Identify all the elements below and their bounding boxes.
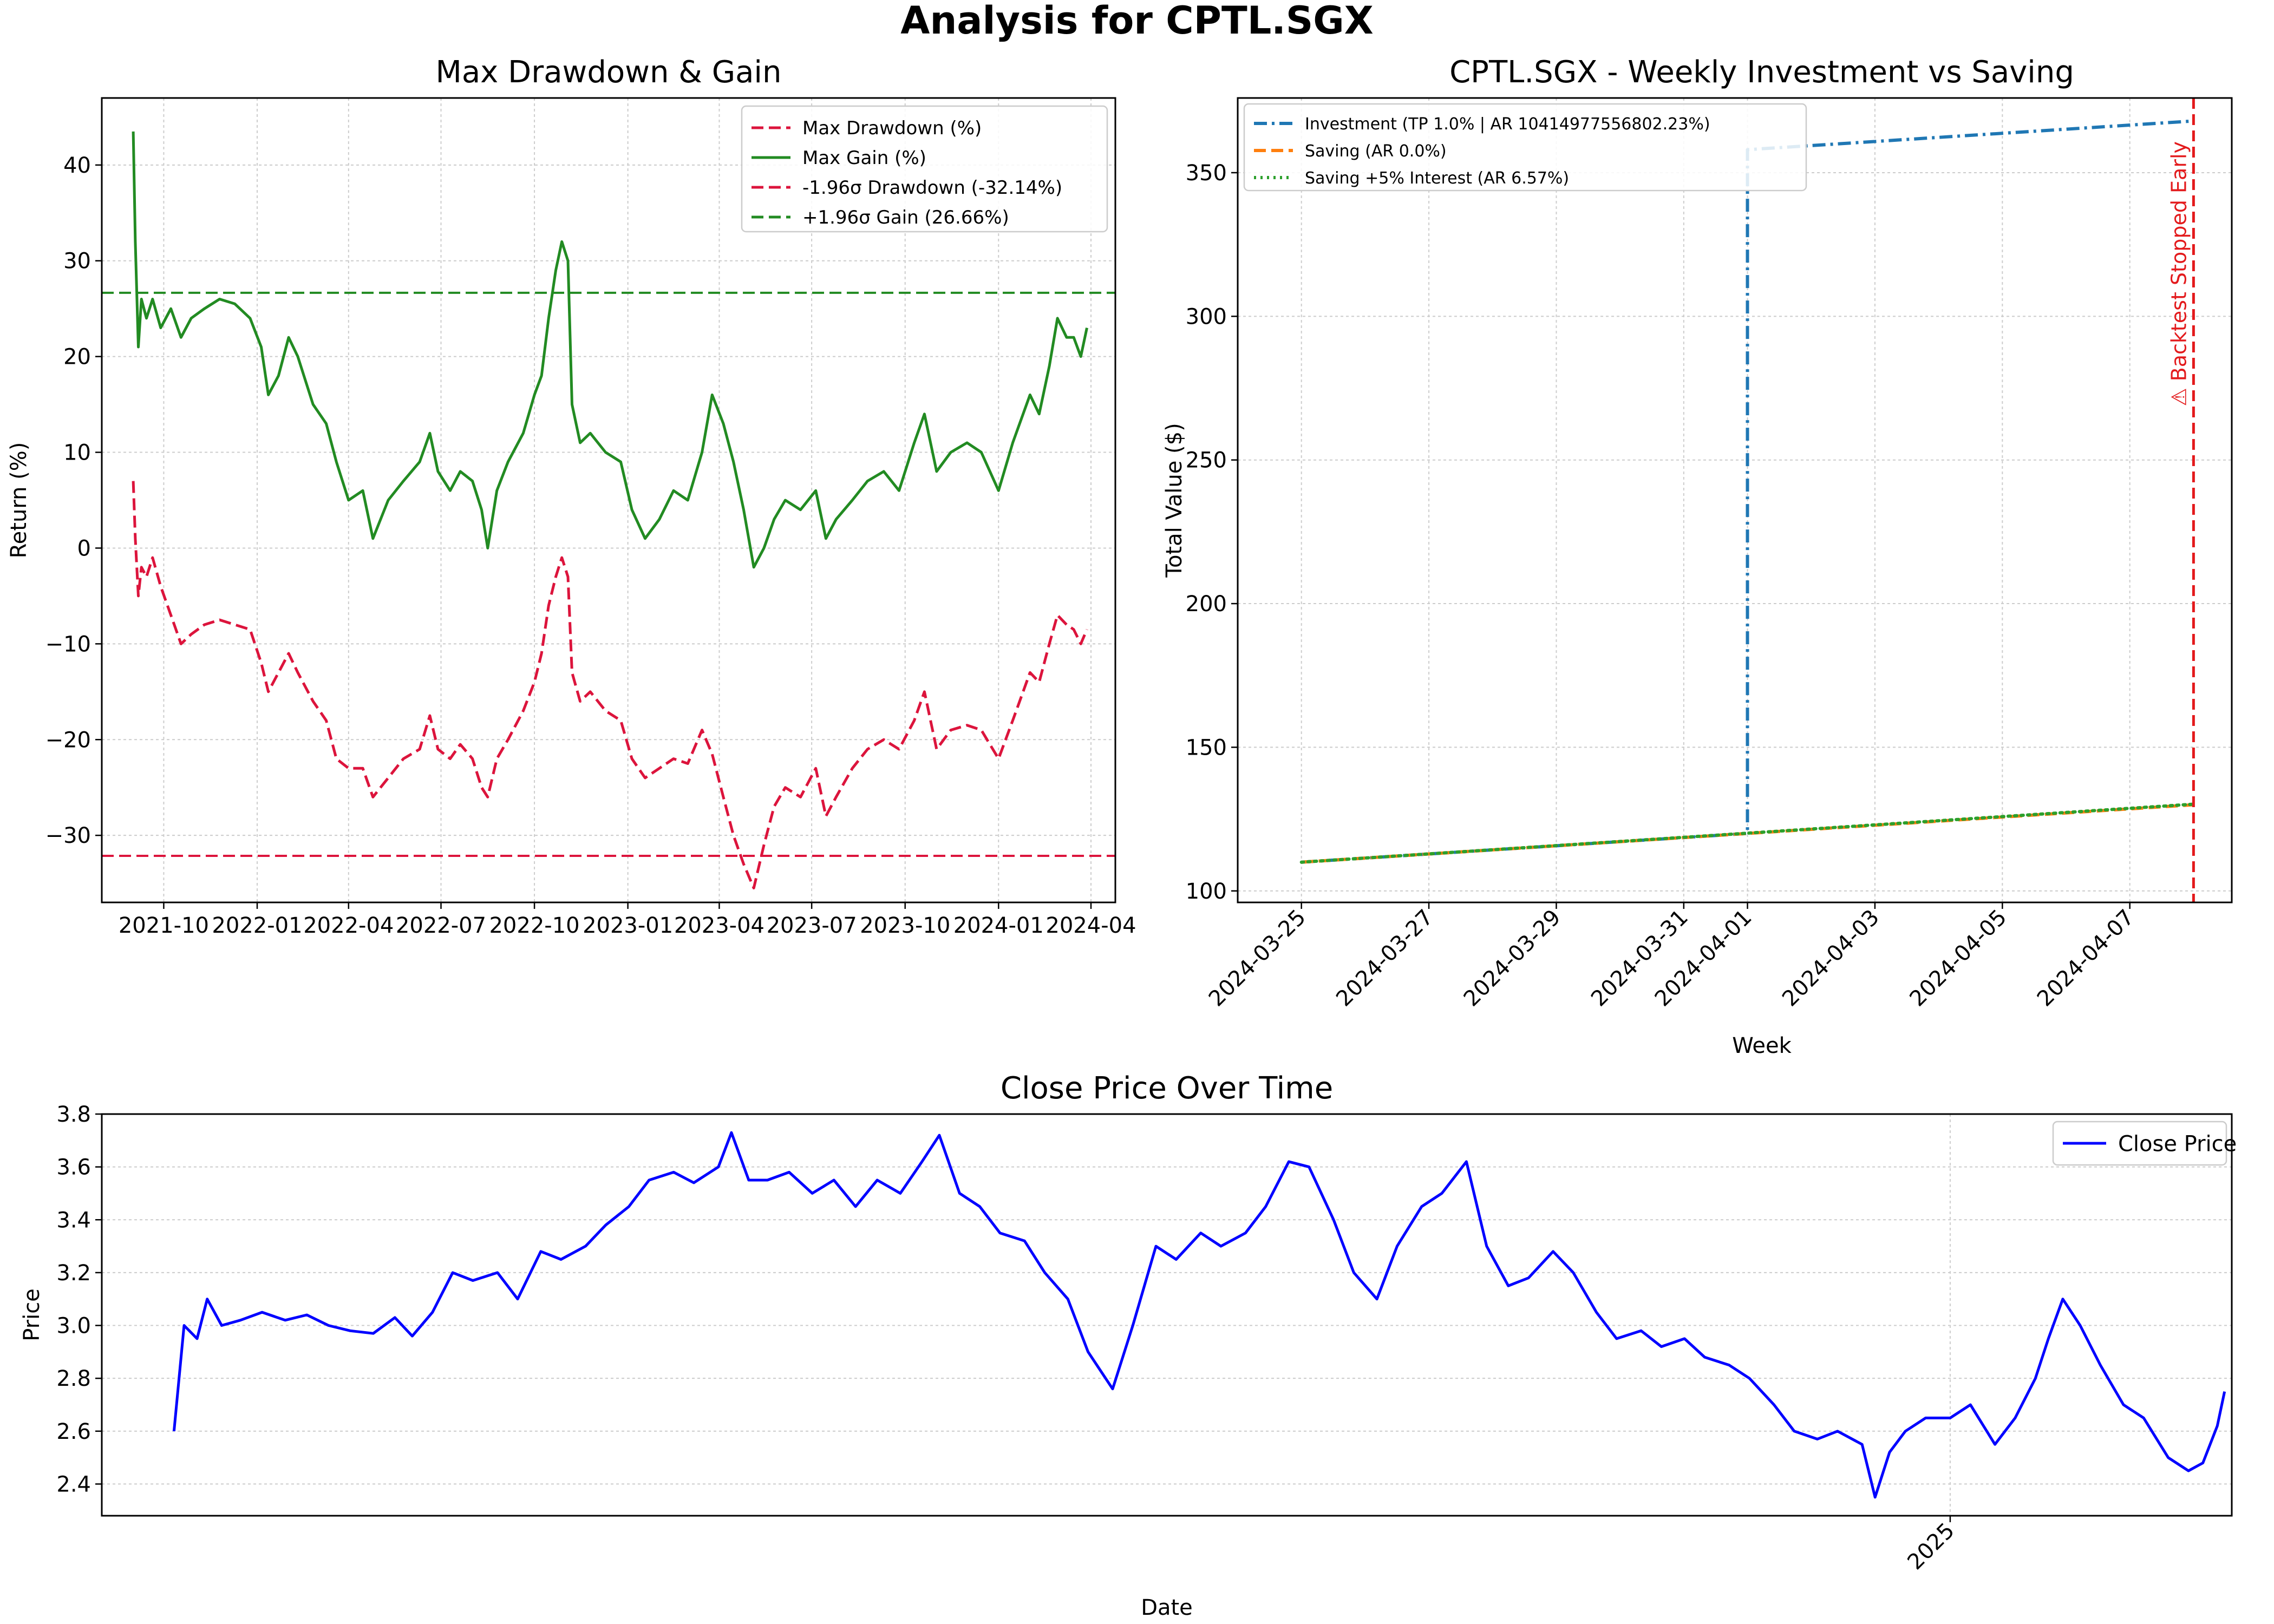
investment-chart: ⚠ Backtest Stopped Early 2024-03-25 2024-… <box>1162 55 2233 1058</box>
drawdown-legend-box <box>741 105 1108 233</box>
price-ticks: 2025 2.4 2.6 2.8 3.0 3.2 3.4 3.6 3.8 <box>56 1102 1959 1575</box>
investment-series <box>1299 119 2195 864</box>
drawdown-ylabel: Return (%) <box>6 442 31 559</box>
investment-legend: Investment (TP 1.0% | AR 10414977556802.… <box>1243 103 1807 192</box>
invest-legend-label-1: Saving (AR 0.0%) <box>1305 142 1447 161</box>
drawdown-ytick-label-4: 10 <box>63 441 91 466</box>
drawdown-xtick-label-6: 2023-04 <box>674 913 764 938</box>
drawdown-xtick-label-2: 2022-04 <box>303 913 394 938</box>
investment-plot-frame <box>1237 97 2233 903</box>
investment-ticks: 2024-03-25 2024-03-27 2024-03-29 2024-03-31… <box>1186 161 2139 1011</box>
price-chart: 2025 2.4 2.6 2.8 3.0 3.2 3.4 3.6 3.8 Close Price… <box>19 1071 2237 1620</box>
price-series-line-0 <box>172 1131 2226 1499</box>
backtest-stop-label: ⚠ Backtest Stopped Early <box>2167 141 2191 407</box>
invest-xtick-label-6: 2024-04-05 <box>1905 905 2011 1012</box>
price-legend-label-0: Close Price <box>2118 1131 2237 1156</box>
drawdown-ytick-label-6: 30 <box>63 249 91 274</box>
drawdown-series-line-0 <box>132 481 1088 889</box>
drawdown-xtick-label-9: 2024-01 <box>953 913 1044 938</box>
figure-title: Analysis for CPTL.SGX <box>900 0 1373 43</box>
backtest-stop-line: ⚠ Backtest Stopped Early <box>2167 98 2195 902</box>
price-ytick-label-1: 2.6 <box>56 1419 91 1444</box>
price-ytick-label-3: 3.0 <box>56 1314 91 1339</box>
investment-ylabel: Total Value ($) <box>1162 423 1187 578</box>
price-title: Close Price Over Time <box>1001 1071 1333 1106</box>
invest-xtick-label-7: 2024-04-07 <box>2033 905 2139 1012</box>
drawdown-legend-label-3: +1.96σ Gain (26.66%) <box>802 207 1009 228</box>
price-xlabel: Date <box>1141 1595 1193 1620</box>
invest-xtick-label-1: 2024-03-27 <box>1331 905 1438 1012</box>
price-legend: Close Price <box>2052 1121 2237 1166</box>
drawdown-xtick-label-10: 2024-04 <box>1045 913 1136 938</box>
price-series <box>172 1131 2226 1499</box>
invest-xtick-label-0: 2024-03-25 <box>1204 905 1311 1012</box>
drawdown-ytick-label-5: 20 <box>63 345 91 370</box>
price-ytick-label-4: 3.2 <box>56 1261 91 1286</box>
drawdown-xtick-label-5: 2023-01 <box>583 913 673 938</box>
drawdown-ytick-label-2: −10 <box>45 632 91 657</box>
invest-xtick-label-2: 2024-03-29 <box>1459 905 1566 1012</box>
drawdown-chart: 2021-10 2022-01 2022-04 2022-07 2022-10 2023-… <box>6 55 1136 938</box>
drawdown-series-line-1 <box>132 131 1088 569</box>
drawdown-sigma-lines <box>102 291 1115 857</box>
price-ytick-label-2: 2.8 <box>56 1366 91 1391</box>
invest-ytick-label-3: 250 <box>1186 448 1227 473</box>
price-plot-frame <box>101 1113 2233 1517</box>
invest-ytick-label-5: 350 <box>1186 161 1227 186</box>
price-grid <box>102 1114 2232 1516</box>
price-ylabel: Price <box>19 1288 44 1341</box>
price-ytick-label-0: 2.4 <box>56 1472 91 1497</box>
drawdown-title: Max Drawdown & Gain <box>436 55 782 90</box>
invest-legend-label-0: Investment (TP 1.0% | AR 10414977556802.… <box>1305 115 1710 134</box>
drawdown-xtick-label-3: 2022-07 <box>396 913 486 938</box>
invest-series-line-0 <box>1301 119 2194 864</box>
price-ytick-label-5: 3.4 <box>56 1208 91 1233</box>
price-ytick-label-6: 3.6 <box>56 1155 91 1180</box>
investment-xlabel: Week <box>1732 1033 1792 1058</box>
drawdown-xtick-label-8: 2023-10 <box>860 913 950 938</box>
investment-title: CPTL.SGX - Weekly Investment vs Saving <box>1449 55 2074 90</box>
drawdown-grid <box>102 98 1115 902</box>
drawdown-legend-label-2: -1.96σ Drawdown (-32.14%) <box>802 177 1062 199</box>
drawdown-ytick-label-1: −20 <box>45 728 91 752</box>
price-legend-box <box>2052 1121 2227 1166</box>
price-ytick-label-7: 3.8 <box>56 1102 91 1127</box>
drawdown-xtick-label-0: 2021-10 <box>119 913 209 938</box>
drawdown-ticks: 2021-10 2022-01 2022-04 2022-07 2022-10 2023-… <box>45 153 1136 938</box>
price-xtick-label-0: 2025 <box>1903 1518 1959 1575</box>
drawdown-legend-label-0: Max Drawdown (%) <box>802 117 982 139</box>
invest-ytick-label-4: 300 <box>1186 304 1227 329</box>
drawdown-xtick-label-7: 2023-07 <box>767 913 857 938</box>
drawdown-legend-label-1: Max Gain (%) <box>802 147 926 169</box>
invest-legend-label-2: Saving +5% Interest (AR 6.57%) <box>1305 169 1569 188</box>
drawdown-ytick-label-3: 0 <box>77 536 91 561</box>
drawdown-xtick-label-4: 2022-10 <box>489 913 579 938</box>
invest-ytick-label-1: 150 <box>1186 735 1227 760</box>
invest-ytick-label-0: 100 <box>1186 879 1227 904</box>
drawdown-ytick-label-0: −30 <box>45 823 91 848</box>
invest-series-line-2 <box>1299 802 2195 864</box>
invest-xtick-label-5: 2024-04-03 <box>1778 905 1884 1012</box>
drawdown-ytick-label-7: 40 <box>63 153 91 178</box>
drawdown-plot-frame <box>101 97 1116 903</box>
invest-legend-box <box>1243 103 1807 192</box>
invest-ytick-label-2: 200 <box>1186 592 1227 617</box>
drawdown-legend: Max Drawdown (%) Max Gain (%) -1.96σ Drawd… <box>741 105 1108 233</box>
drawdown-series <box>132 131 1088 889</box>
investment-grid <box>1238 98 2232 902</box>
drawdown-xtick-label-1: 2022-01 <box>212 913 302 938</box>
